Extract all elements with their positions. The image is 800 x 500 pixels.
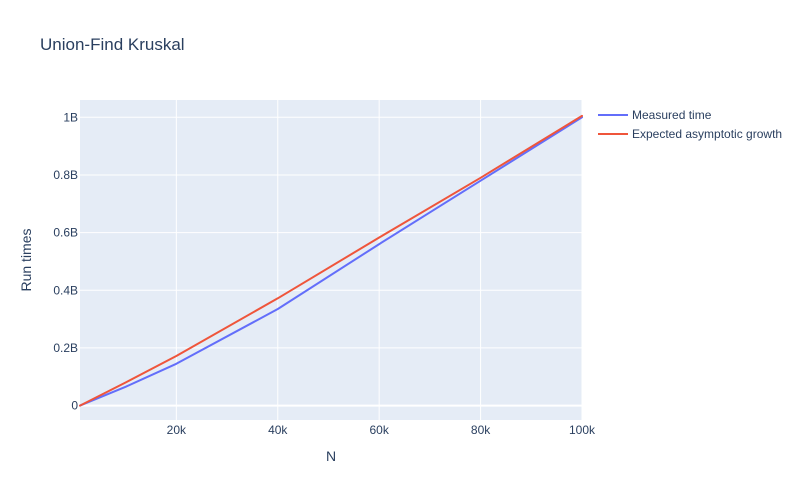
y-tick-label: 0.2B (53, 341, 78, 355)
y-tick-label: 0.6B (53, 226, 78, 240)
y-axis-ticks: 0 0.2B 0.4B 0.6B 0.8B 1B (53, 110, 78, 412)
y-tick-label: 0.4B (53, 283, 78, 297)
x-axis-ticks: 20k 40k 60k 80k 100k (167, 423, 596, 437)
y-tick-label: 1B (63, 110, 78, 124)
y-tick-label: 0 (71, 399, 78, 413)
series-layer (79, 114, 583, 407)
x-tick-label: 80k (471, 423, 491, 437)
x-axis-title: N (326, 448, 336, 464)
y-axis-title: Run times (18, 228, 34, 291)
legend-label-2[interactable]: Expected asymptotic growth (632, 127, 782, 141)
x-tick-label: 60k (369, 423, 389, 437)
x-tick-label: 100k (569, 423, 596, 437)
series-line-2[interactable] (79, 114, 583, 407)
x-tick-label: 20k (167, 423, 187, 437)
legend[interactable]: Measured time Expected asymptotic growth (598, 108, 782, 141)
legend-label-1[interactable]: Measured time (632, 108, 712, 122)
series-line-1[interactable] (79, 116, 583, 407)
plot-area (80, 100, 582, 420)
chart-title: Union-Find Kruskal (40, 35, 185, 54)
y-tick-label: 0.8B (53, 168, 78, 182)
grid-lines (80, 100, 583, 420)
x-tick-label: 40k (268, 423, 288, 437)
